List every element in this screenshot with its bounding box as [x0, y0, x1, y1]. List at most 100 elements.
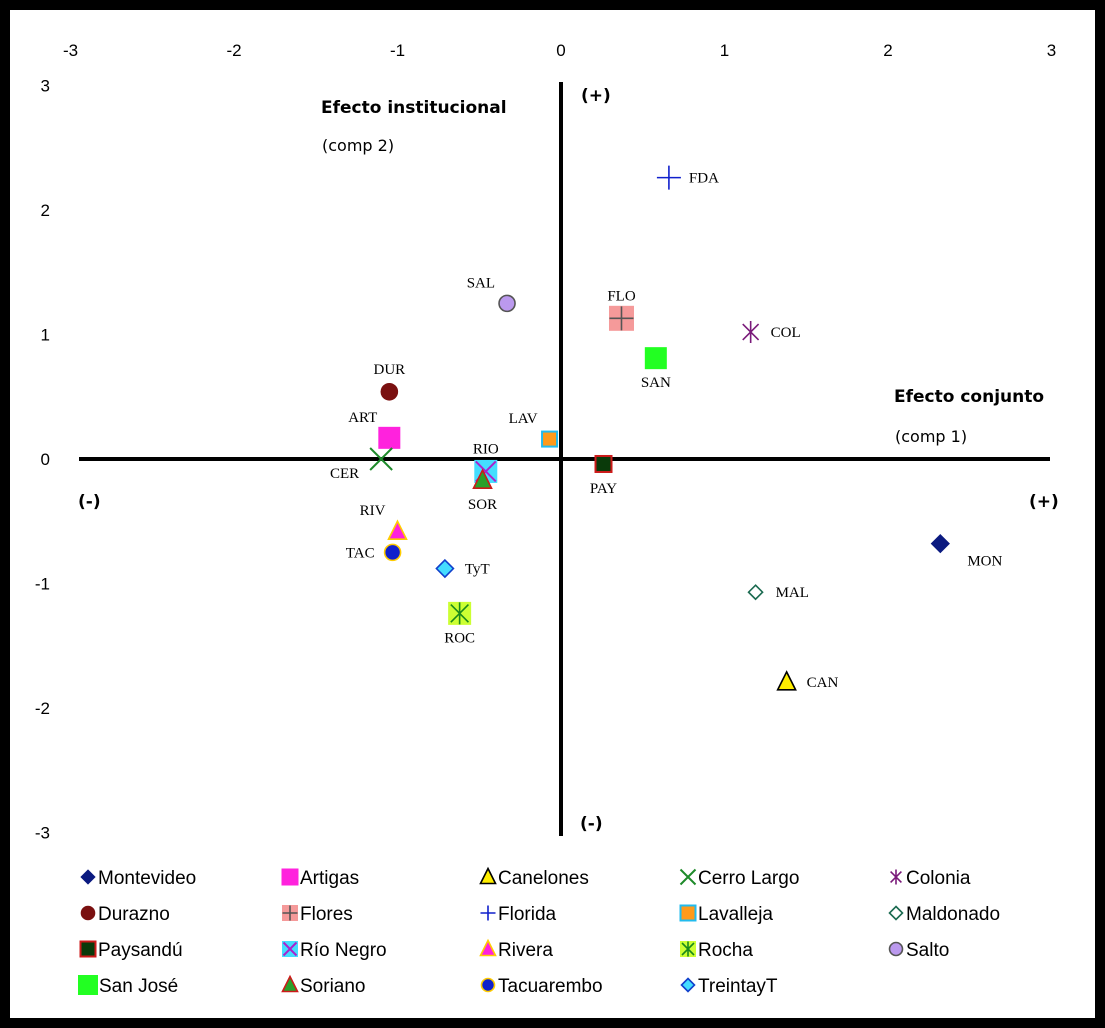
point-label-dur: DUR	[373, 362, 405, 378]
x-tick-label: 3	[1047, 41, 1056, 60]
legend-marker	[281, 974, 299, 993]
legend-item: Canelones	[479, 866, 589, 889]
point-pay	[594, 454, 613, 473]
point-label-art: ART	[348, 410, 377, 426]
legend-label: Canelones	[498, 868, 589, 889]
chart-frame: -3 -2 -1 0 1 2 3 3 2 1 0 -1 -2 -3 Efecto instituciona…	[10, 10, 1095, 1018]
point-label-flo: FLO	[607, 288, 636, 304]
y-tick-label: 2	[41, 201, 50, 220]
point-riv	[387, 519, 408, 541]
legend-marker	[80, 869, 96, 885]
y-axis-plus: (+)	[581, 86, 611, 106]
point-sor	[472, 468, 493, 489]
point-sal	[498, 294, 516, 313]
data-points: MON ART CAN CER COL DUR FLO FDA LAV MAL PAY RIO RIV R…	[330, 165, 1002, 691]
legend-item: Artigas	[281, 868, 359, 889]
x-tick-label: 2	[883, 41, 892, 60]
point-label-rio: RIO	[473, 441, 499, 457]
legend-label: Florida	[498, 904, 557, 925]
legend-label: Soriano	[300, 976, 366, 997]
legend-marker	[78, 975, 98, 995]
point-label-riv: RIV	[360, 503, 386, 519]
legend-marker	[479, 938, 497, 957]
point-label-fda: FDA	[689, 171, 719, 187]
point-label-sal: SAL	[467, 275, 495, 291]
y-tick-label: -1	[35, 575, 50, 594]
y-tick-label: 1	[41, 326, 50, 345]
legend-marker	[480, 977, 496, 993]
legend-label: Lavalleja	[698, 904, 773, 925]
point-label-mal: MAL	[776, 585, 809, 601]
point-label-cer: CER	[330, 466, 359, 482]
legend-label: Rivera	[498, 940, 553, 961]
legend-item: Cerro Largo	[679, 868, 799, 889]
legend-label: Rocha	[698, 940, 753, 961]
point-label-sor: SOR	[468, 497, 497, 513]
legend-label: Salto	[906, 940, 949, 961]
scatter-chart: -3 -2 -1 0 1 2 3 3 2 1 0 -1 -2 -3 Efecto instituciona…	[35, 41, 1059, 997]
point-mon	[930, 534, 950, 554]
legend-item: Durazno	[80, 904, 170, 925]
legend-marker	[282, 905, 298, 921]
point-art	[378, 426, 401, 449]
legend-item: Colonia	[890, 868, 971, 889]
x-axis-minus: (-)	[78, 492, 101, 512]
legend-item: Tacuarembo	[480, 976, 603, 997]
point-label-tyt: TyT	[465, 562, 490, 578]
y-tick-label: 3	[41, 77, 50, 96]
point-fda	[656, 165, 681, 190]
x-tick-label: 0	[556, 41, 565, 60]
legend-item: TreintayT	[680, 976, 778, 997]
x-tick-label: -3	[63, 41, 78, 60]
legend-label: Cerro Largo	[698, 868, 799, 889]
legend-item: Maldonado	[888, 904, 1000, 925]
point-dur	[380, 382, 399, 401]
legend-label: Flores	[300, 904, 353, 925]
legend-marker	[680, 941, 696, 957]
legend-marker	[679, 904, 697, 922]
point-label-roc: ROC	[444, 630, 475, 646]
legend-label: Paysandú	[98, 940, 183, 961]
y-axis-subtitle: (comp 2)	[322, 136, 394, 155]
legend: Montevideo Artigas Canelones Cerro Largo Col…	[78, 866, 1000, 997]
legend-label: Durazno	[98, 904, 170, 925]
legend-item: Montevideo	[80, 868, 196, 889]
point-can	[776, 670, 797, 691]
legend-marker	[680, 977, 696, 993]
point-mal	[747, 584, 764, 601]
legend-label: Artigas	[300, 868, 359, 889]
x-axis-plus: (+)	[1029, 492, 1059, 512]
legend-item: Soriano	[281, 974, 366, 997]
legend-item: Salto	[888, 940, 949, 961]
legend-item: Paysandú	[79, 940, 183, 961]
legend-label: Tacuarembo	[498, 976, 603, 997]
point-cer	[369, 447, 393, 471]
legend-item: Río Negro	[282, 940, 387, 961]
y-tick-label: -2	[35, 699, 50, 718]
point-label-tac: TAC	[346, 545, 375, 561]
point-san	[644, 347, 667, 370]
legend-marker	[479, 866, 497, 885]
x-tick-label: 1	[720, 41, 729, 60]
point-tyt	[435, 558, 455, 579]
legend-marker	[480, 905, 496, 921]
point-tac	[383, 543, 402, 562]
legend-marker	[679, 868, 697, 886]
point-label-san: SAN	[641, 375, 671, 391]
legend-item: Rocha	[680, 940, 753, 961]
x-tick-label: -2	[226, 41, 241, 60]
point-label-lav: LAV	[509, 411, 538, 427]
legend-marker	[80, 905, 96, 921]
legend-label: Colonia	[906, 868, 971, 889]
x-tick-label: -1	[390, 41, 405, 60]
point-roc	[448, 601, 472, 625]
x-axis-subtitle: (comp 1)	[895, 427, 967, 446]
x-axis-title: Efecto conjunto	[894, 387, 1044, 407]
legend-item: Florida	[480, 904, 557, 925]
legend-marker	[282, 941, 298, 957]
legend-label: Montevideo	[98, 868, 196, 889]
legend-item: Flores	[282, 904, 353, 925]
y-axis-minus: (-)	[580, 814, 603, 834]
legend-label: San José	[99, 976, 178, 997]
point-lav	[541, 430, 559, 448]
